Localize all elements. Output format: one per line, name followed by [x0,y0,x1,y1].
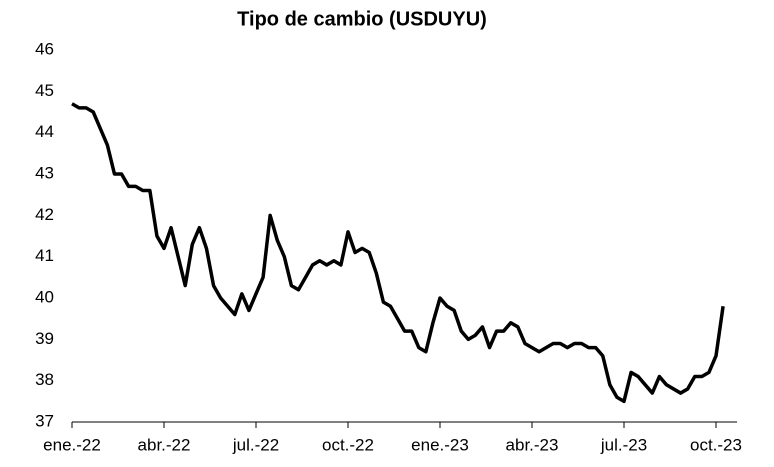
y-tick-label: 41 [35,246,54,265]
y-tick-label: 44 [35,122,54,141]
x-tick-label: ene.-23 [411,435,469,454]
x-tick-label: ene.-22 [43,435,101,454]
y-tick-label: 38 [35,370,54,389]
x-tick-label: jul.-22 [232,435,279,454]
y-tick-label: 39 [35,329,54,348]
x-tick-label: oct.-22 [322,435,374,454]
y-tick-label: 45 [35,81,54,100]
x-tick-label: abr.-22 [138,435,191,454]
y-tick-label: 42 [35,205,54,224]
y-tick-label: 40 [35,287,54,306]
y-tick-label: 46 [35,39,54,58]
y-tick-label: 43 [35,163,54,182]
x-tick-label: oct.-23 [690,435,742,454]
chart-title: Tipo de cambio (USDUYU) [237,8,487,30]
data-line [71,102,725,404]
x-tick-label: jul.-23 [600,435,647,454]
x-tick-label: abr.-23 [506,435,559,454]
y-tick-label: 37 [35,411,54,430]
